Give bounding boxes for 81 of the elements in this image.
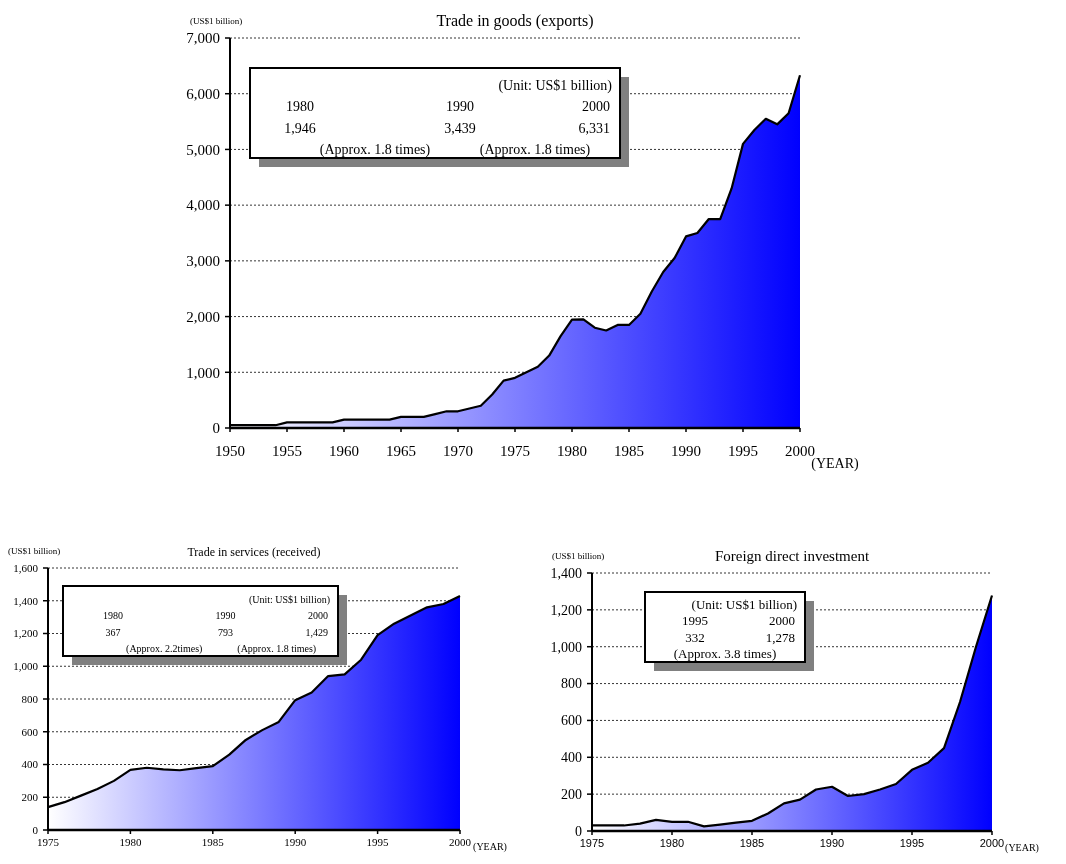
x-tick-label: 1980: [659, 837, 685, 849]
x-tick-label: 1985: [739, 837, 765, 849]
y-tick-label: 200: [561, 787, 582, 803]
y-axis-title: (US$1 billion): [552, 551, 605, 561]
chart-title: Foreign direct investment: [714, 548, 870, 564]
x-tick-label: 2000: [449, 836, 472, 848]
chart-title: Trade in goods (exports): [436, 12, 594, 30]
x-tick-label: 1955: [272, 443, 302, 459]
x-tick-label: 1995: [728, 443, 758, 459]
y-tick-label: 600: [561, 713, 582, 729]
x-tick-label: 1965: [386, 443, 416, 459]
y-tick-label: 5,000: [186, 141, 220, 158]
x-tick-label: 1980: [119, 836, 142, 848]
annotation: (Approx. 1.8 times): [319, 142, 431, 158]
y-tick-label: 1,200: [13, 627, 39, 640]
y-tick-label: 400: [561, 750, 582, 766]
annotation: 1,946: [284, 120, 316, 136]
x-tick-label: 2000: [785, 443, 815, 459]
annotation: (Approx. 1.8 times): [479, 142, 591, 158]
annotation: 1980: [103, 610, 123, 621]
annotation: 1980: [286, 99, 314, 114]
x-tick-label: 1975: [500, 443, 530, 459]
y-tick-label: 1,000: [550, 639, 582, 655]
y-tick-label: 1,200: [550, 602, 582, 618]
x-tick-label: 1980: [557, 443, 587, 459]
x-tick-label: 1990: [284, 836, 307, 848]
x-axis-title: (YEAR): [1005, 842, 1039, 854]
y-tick-label: 800: [561, 676, 582, 692]
x-axis-title: (YEAR): [473, 841, 507, 853]
x-tick-label: 1990: [671, 443, 701, 459]
annotation: (Approx. 1.8 times): [237, 643, 317, 655]
annotation: 332: [685, 629, 705, 645]
y-tick-label: 0: [212, 420, 220, 437]
x-tick-label: 1950: [215, 443, 245, 459]
y-tick-label: 2,000: [186, 308, 220, 325]
annotation: 367: [105, 626, 121, 638]
annotation: 6,331: [578, 120, 610, 136]
y-tick-label: 1,000: [186, 364, 220, 381]
y-tick-label: 600: [21, 725, 39, 738]
y-tick-label: 1,400: [550, 565, 582, 581]
y-tick-label: 400: [21, 758, 39, 771]
x-tick-label: 1990: [819, 837, 845, 849]
annotation: 3,439: [444, 120, 476, 136]
annotation: 1995: [682, 613, 708, 628]
annotation: (Unit: US$1 billion): [248, 593, 330, 606]
annotation: 1,278: [765, 629, 795, 645]
x-tick-label: 2000: [979, 837, 1005, 849]
annotation: (Approx. 2.2times): [126, 643, 203, 655]
x-tick-label: 1960: [329, 443, 359, 459]
x-tick-label: 1975: [579, 837, 605, 849]
y-tick-label: 1,600: [13, 561, 39, 574]
annotation: 1990: [215, 610, 236, 621]
y-tick-label: 6,000: [186, 85, 220, 102]
y-tick-label: 7,000: [186, 30, 220, 47]
y-tick-label: 3,000: [186, 253, 220, 270]
y-axis-title: (US$1 billion): [190, 16, 243, 26]
y-tick-label: 4,000: [186, 197, 220, 214]
annotation: 2000: [582, 99, 610, 114]
annotation: 2000: [308, 610, 328, 621]
y-tick-label: 0: [575, 823, 582, 839]
annotation: 793: [218, 626, 233, 638]
y-axis-title: (US$1 billion): [8, 546, 61, 556]
annotation: (Unit: US$1 billion): [498, 77, 613, 94]
x-tick-label: 1985: [614, 443, 644, 459]
x-tick-label: 1985: [201, 836, 225, 848]
annotation: (Unit: US$1 billion): [691, 596, 797, 612]
annotation: 2000: [769, 613, 795, 628]
y-tick-label: 200: [21, 791, 39, 804]
annotation: (Approx. 3.8 times): [673, 646, 777, 661]
y-tick-label: 0: [32, 823, 39, 836]
x-axis-title: (YEAR): [811, 456, 860, 472]
x-tick-label: 1995: [366, 836, 390, 848]
annotation: 1990: [446, 99, 474, 114]
x-tick-label: 1975: [37, 836, 60, 848]
chart-title: Trade in services (received): [187, 545, 321, 559]
x-tick-label: 1995: [899, 837, 925, 849]
y-tick-label: 800: [21, 692, 39, 705]
x-tick-label: 1970: [443, 443, 473, 459]
y-tick-label: 1,000: [13, 660, 39, 673]
annotation: 1,429: [305, 626, 328, 638]
y-tick-label: 1,400: [13, 594, 39, 607]
